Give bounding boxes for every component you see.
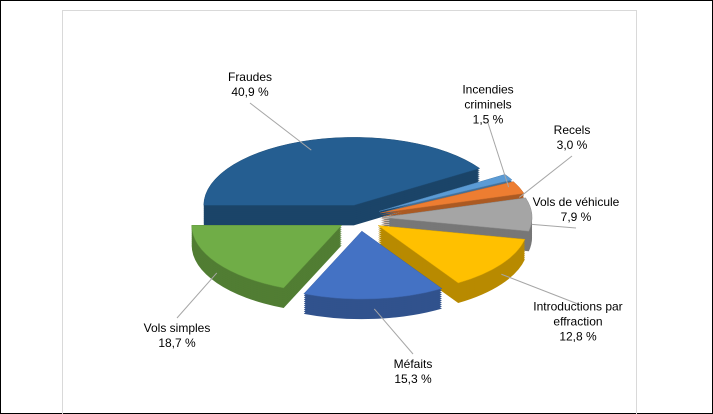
data-label: Fraudes 40,9 % [228, 70, 272, 100]
value-label: 18,7 % [158, 336, 196, 350]
data-label: Méfaits 15,3 % [394, 357, 433, 387]
slice-top [303, 230, 443, 300]
leader-line [487, 122, 510, 188]
leader-line [249, 102, 312, 151]
leader-line [519, 155, 573, 198]
slice-top [203, 137, 481, 206]
leader-line [501, 273, 579, 305]
value-label: 1,5 % [472, 112, 504, 127]
data-label: Vols simples 18,7 % [144, 321, 211, 351]
data-label: Incendies criminels 1,5 % [438, 83, 538, 128]
slice-top [381, 197, 533, 232]
data-label: Recels 3,0 % [554, 123, 591, 153]
category-label: Incendies criminels [462, 82, 514, 112]
pie-slice [303, 230, 443, 320]
category-label: Vols simples [143, 321, 211, 335]
data-label: Vols de véhicule 7,9 % [533, 195, 620, 225]
category-label: Vols de véhicule [532, 195, 620, 209]
slice-top [377, 225, 526, 284]
pie-slice [377, 225, 526, 304]
value-label: 7,9 % [560, 210, 592, 224]
category-label: Introductions par effraction [533, 299, 623, 329]
value-label: 15,3 % [394, 372, 432, 386]
pie-slice [191, 225, 343, 309]
leader-line [373, 308, 414, 355]
category-label: Recels [553, 123, 591, 137]
value-label: 40,9 % [231, 85, 269, 99]
pie-slice [203, 137, 481, 226]
slice-top [191, 225, 343, 289]
category-label: Méfaits [393, 357, 433, 371]
category-label: Fraudes [227, 70, 273, 84]
leader-line [176, 272, 218, 319]
plot-area [62, 10, 637, 414]
value-label: 3,0 % [556, 138, 588, 152]
leader-line [531, 223, 577, 229]
value-label: 12,8 % [559, 329, 597, 344]
data-label: Introductions par effraction 12,8 % [528, 300, 628, 345]
